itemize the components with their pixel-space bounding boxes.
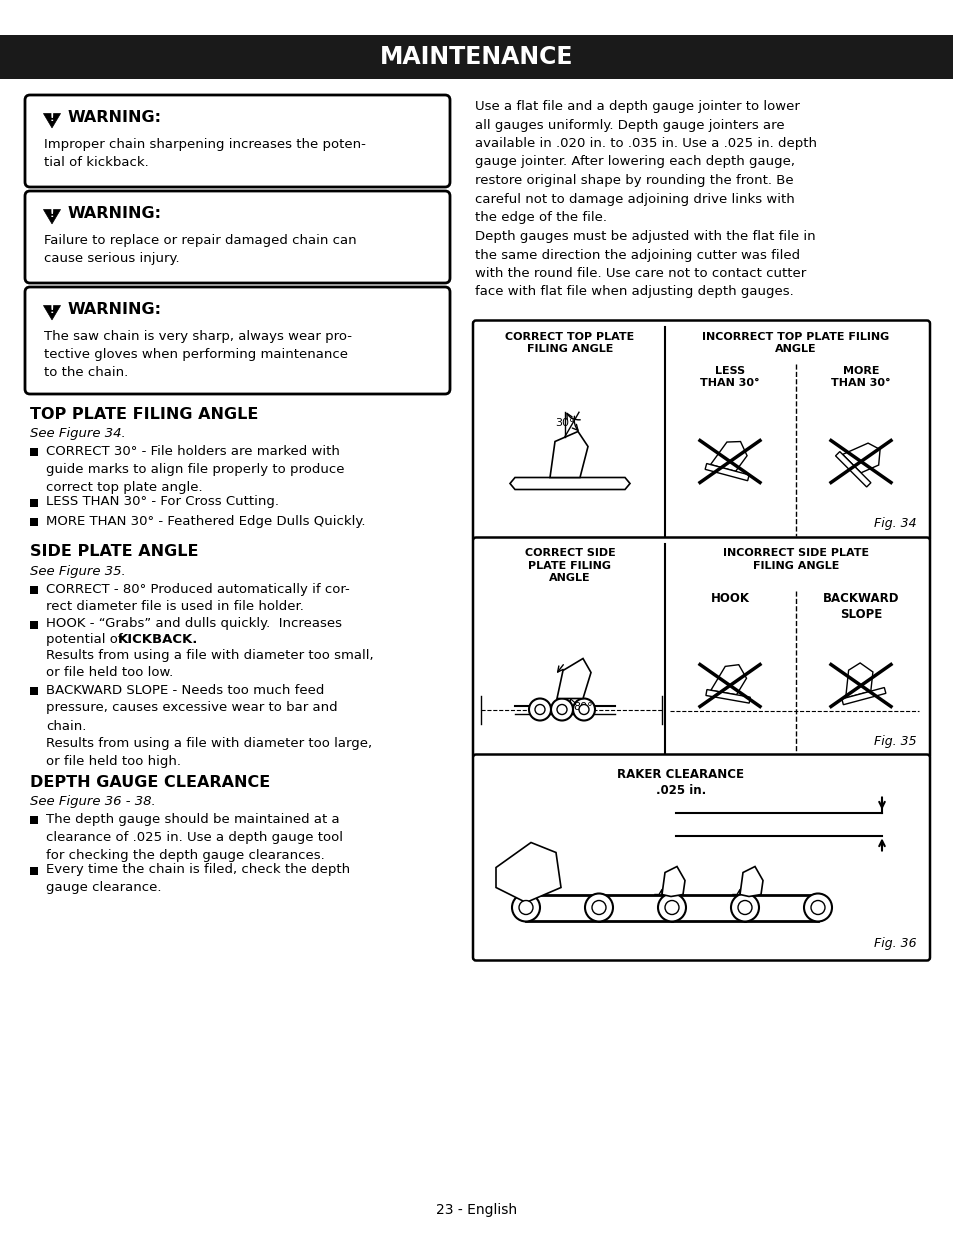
Text: The depth gauge should be maintained at a
clearance of .025 in. Use a depth gaug: The depth gauge should be maintained at … — [46, 813, 343, 862]
Text: WARNING:: WARNING: — [68, 303, 162, 317]
Text: MAINTENANCE: MAINTENANCE — [380, 44, 573, 69]
Polygon shape — [844, 663, 872, 698]
Text: CORRECT 30° - File holders are marked with
guide marks to align file properly to: CORRECT 30° - File holders are marked wi… — [46, 445, 344, 494]
Text: CORRECT - 80° Produced automatically if cor-
rect diameter file is used in file : CORRECT - 80° Produced automatically if … — [46, 583, 350, 614]
Polygon shape — [841, 443, 880, 473]
Text: WARNING:: WARNING: — [68, 110, 162, 126]
Bar — [30, 687, 38, 694]
Circle shape — [730, 893, 759, 921]
Text: CORRECT SIDE
PLATE FILING
ANGLE: CORRECT SIDE PLATE FILING ANGLE — [524, 548, 615, 583]
Polygon shape — [44, 305, 60, 320]
FancyBboxPatch shape — [473, 321, 929, 541]
Circle shape — [803, 893, 831, 921]
Text: LESS THAN 30° - For Cross Cutting.: LESS THAN 30° - For Cross Cutting. — [46, 495, 278, 509]
Circle shape — [518, 900, 533, 914]
Text: CORRECT TOP PLATE
FILING ANGLE: CORRECT TOP PLATE FILING ANGLE — [505, 331, 634, 354]
Bar — [30, 448, 38, 456]
Polygon shape — [661, 867, 684, 897]
Text: The saw chain is very sharp, always wear pro-
tective gloves when performing mai: The saw chain is very sharp, always wear… — [44, 330, 352, 379]
Circle shape — [664, 900, 679, 914]
Polygon shape — [44, 114, 60, 128]
Polygon shape — [710, 664, 746, 695]
Text: Fig. 35: Fig. 35 — [874, 735, 916, 747]
FancyBboxPatch shape — [473, 755, 929, 961]
Circle shape — [738, 900, 751, 914]
Circle shape — [573, 699, 595, 720]
Polygon shape — [710, 442, 746, 472]
Polygon shape — [740, 867, 762, 897]
Polygon shape — [704, 463, 748, 480]
Text: Every time the chain is filed, check the depth
gauge clearance.: Every time the chain is filed, check the… — [46, 863, 350, 894]
Polygon shape — [835, 452, 870, 487]
Text: BACKWARD
SLOPE: BACKWARD SLOPE — [821, 593, 899, 621]
Text: Depth gauges must be adjusted with the flat file in
the same direction the adjoi: Depth gauges must be adjusted with the f… — [475, 230, 815, 299]
Bar — [30, 585, 38, 594]
Circle shape — [535, 704, 544, 715]
Text: 23 - English: 23 - English — [436, 1203, 517, 1216]
Circle shape — [584, 893, 613, 921]
FancyBboxPatch shape — [473, 537, 929, 758]
Text: RAKER CLEARANCE
.025 in.: RAKER CLEARANCE .025 in. — [617, 767, 743, 798]
Text: MORE THAN 30° - Feathered Edge Dulls Quickly.: MORE THAN 30° - Feathered Edge Dulls Qui… — [46, 515, 365, 529]
Bar — [30, 517, 38, 526]
Text: potential of: potential of — [46, 634, 127, 646]
Polygon shape — [510, 478, 629, 489]
Circle shape — [578, 704, 588, 715]
Text: KICKBACK.: KICKBACK. — [118, 634, 198, 646]
Text: INCORRECT SIDE PLATE
FILING ANGLE: INCORRECT SIDE PLATE FILING ANGLE — [722, 548, 868, 571]
Polygon shape — [557, 658, 590, 699]
Text: Improper chain sharpening increases the poten-
tial of kickback.: Improper chain sharpening increases the … — [44, 138, 366, 169]
Circle shape — [810, 900, 824, 914]
Circle shape — [557, 704, 566, 715]
FancyBboxPatch shape — [25, 95, 450, 186]
Text: Results from using a file with diameter too small,
or file held too low.: Results from using a file with diameter … — [46, 648, 374, 679]
Circle shape — [592, 900, 605, 914]
Text: Failure to replace or repair damaged chain can
cause serious injury.: Failure to replace or repair damaged cha… — [44, 233, 356, 266]
Text: TOP PLATE FILING ANGLE: TOP PLATE FILING ANGLE — [30, 408, 258, 422]
Text: !: ! — [50, 209, 54, 219]
Text: Fig. 34: Fig. 34 — [874, 517, 916, 531]
Text: !: ! — [50, 112, 54, 122]
Text: !: ! — [50, 305, 54, 315]
Text: DEPTH GAUGE CLEARANCE: DEPTH GAUGE CLEARANCE — [30, 776, 270, 790]
Text: HOOK - “Grabs” and dulls quickly.  Increases: HOOK - “Grabs” and dulls quickly. Increa… — [46, 618, 341, 631]
FancyBboxPatch shape — [25, 191, 450, 283]
Bar — [30, 620, 38, 629]
Circle shape — [551, 699, 573, 720]
Text: SIDE PLATE ANGLE: SIDE PLATE ANGLE — [30, 545, 198, 559]
Text: See Figure 35.: See Figure 35. — [30, 564, 126, 578]
Circle shape — [658, 893, 685, 921]
Text: WARNING:: WARNING: — [68, 206, 162, 221]
Polygon shape — [705, 689, 749, 703]
Circle shape — [512, 893, 539, 921]
Circle shape — [529, 699, 551, 720]
Text: 30°: 30° — [555, 419, 574, 429]
Text: MORE
THAN 30°: MORE THAN 30° — [830, 366, 890, 388]
Text: See Figure 36 - 38.: See Figure 36 - 38. — [30, 795, 155, 808]
Polygon shape — [44, 210, 60, 224]
Text: Fig. 36: Fig. 36 — [874, 936, 916, 950]
Text: Use a flat file and a depth gauge jointer to lower
all gauges uniformly. Depth g: Use a flat file and a depth gauge jointe… — [475, 100, 816, 224]
Text: 80°: 80° — [573, 703, 592, 713]
Bar — [30, 816, 38, 824]
Bar — [30, 499, 38, 506]
FancyBboxPatch shape — [25, 287, 450, 394]
Bar — [0, 35, 953, 79]
Polygon shape — [841, 688, 885, 705]
Text: INCORRECT TOP PLATE FILING
ANGLE: INCORRECT TOP PLATE FILING ANGLE — [701, 331, 889, 354]
Bar — [30, 867, 38, 874]
Text: HOOK: HOOK — [710, 593, 749, 605]
Polygon shape — [550, 431, 587, 478]
Text: LESS
THAN 30°: LESS THAN 30° — [700, 366, 759, 388]
Polygon shape — [496, 842, 560, 903]
Text: See Figure 34.: See Figure 34. — [30, 427, 126, 440]
Text: BACKWARD SLOPE - Needs too much feed
pressure, causes excessive wear to bar and
: BACKWARD SLOPE - Needs too much feed pre… — [46, 683, 372, 768]
